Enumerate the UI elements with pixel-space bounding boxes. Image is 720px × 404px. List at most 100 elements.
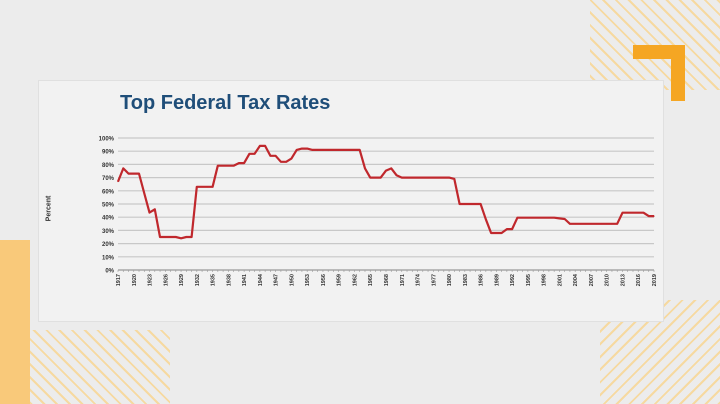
series-line (116, 144, 654, 240)
data-point (353, 149, 356, 151)
data-point (385, 170, 387, 172)
data-point (185, 236, 187, 238)
data-point (343, 149, 345, 151)
chart-title: Top Federal Tax Rates (120, 92, 331, 114)
y-tick-label: 30% (102, 229, 115, 235)
data-point (527, 217, 529, 219)
data-point (590, 223, 592, 225)
data-point (516, 217, 518, 219)
y-tick-label: 10% (102, 255, 115, 261)
data-point (159, 236, 161, 238)
data-point (290, 157, 293, 160)
data-point (537, 217, 539, 219)
data-point (380, 177, 382, 179)
data-point (233, 165, 235, 167)
data-point (532, 217, 534, 219)
data-point (474, 203, 476, 205)
x-tick-label: 1980 (447, 274, 453, 286)
data-point (148, 211, 151, 214)
data-point (285, 161, 287, 163)
data-point (432, 177, 434, 179)
data-point (401, 177, 403, 179)
x-tick-label: 2016 (636, 274, 642, 286)
data-point (138, 173, 140, 175)
x-tick-label: 1947 (274, 274, 280, 286)
data-point (222, 165, 224, 167)
y-tick-label: 50% (102, 203, 115, 209)
x-tick-label: 2004 (573, 273, 579, 286)
data-point (217, 165, 219, 167)
decor-orange-bracket (633, 45, 685, 101)
data-point (169, 236, 172, 238)
data-point (506, 228, 508, 230)
data-point (117, 180, 119, 183)
data-point (133, 173, 135, 175)
data-point (143, 192, 145, 195)
x-tick-label: 2001 (557, 274, 563, 286)
data-point (238, 162, 240, 164)
data-point (154, 208, 156, 210)
data-point (259, 145, 261, 147)
data-point (301, 147, 303, 150)
data-point (374, 177, 377, 179)
x-tick-label: 1959 (337, 274, 343, 286)
decor-bottom-left-block (0, 240, 30, 404)
x-tick-label: 1974 (416, 273, 422, 286)
x-tick-label: 1923 (148, 274, 154, 286)
data-point (306, 147, 308, 150)
data-point (443, 177, 445, 179)
y-tick-label: 60% (102, 189, 115, 195)
data-point (616, 223, 618, 225)
data-point (322, 149, 324, 151)
data-point (458, 203, 461, 205)
data-point (569, 223, 571, 225)
data-point (437, 177, 440, 179)
y-tick-label: 70% (102, 176, 115, 182)
data-point (369, 177, 371, 179)
data-point (606, 223, 608, 225)
data-point (595, 223, 597, 225)
data-point (201, 186, 203, 188)
data-point (180, 237, 182, 239)
x-tick-label: 1986 (479, 274, 485, 286)
data-point (296, 149, 298, 151)
data-point (364, 167, 366, 169)
x-tick-label: 1938 (226, 274, 232, 286)
x-tick-label: 1935 (211, 274, 217, 286)
data-point (642, 212, 645, 214)
data-point (543, 217, 545, 219)
data-point (427, 177, 429, 179)
data-point (479, 203, 482, 205)
x-tick-label: 1998 (542, 274, 548, 286)
data-point (275, 155, 277, 157)
data-point (579, 223, 582, 225)
x-tick-label: 1950 (289, 274, 295, 286)
data-point (564, 218, 566, 220)
data-point (190, 236, 193, 238)
data-point (395, 174, 398, 176)
data-point (453, 178, 455, 180)
data-point (332, 149, 335, 151)
data-point (558, 217, 561, 219)
data-point (548, 217, 550, 219)
data-point (264, 145, 266, 147)
data-point (637, 212, 639, 214)
x-tick-label: 1953 (305, 274, 311, 286)
data-point (211, 186, 214, 188)
data-point (406, 177, 408, 179)
data-point (317, 149, 319, 151)
data-point (348, 149, 350, 151)
data-point (327, 149, 329, 151)
data-point (411, 177, 413, 179)
data-point (338, 149, 340, 151)
data-point (621, 212, 624, 214)
data-point (175, 236, 177, 238)
data-point (359, 149, 361, 151)
x-tick-label: 1944 (258, 273, 264, 286)
data-point (574, 223, 576, 225)
x-tick-label: 1929 (179, 274, 185, 286)
x-tick-label: 1989 (494, 274, 500, 286)
data-point (390, 167, 392, 169)
data-point (227, 165, 229, 167)
